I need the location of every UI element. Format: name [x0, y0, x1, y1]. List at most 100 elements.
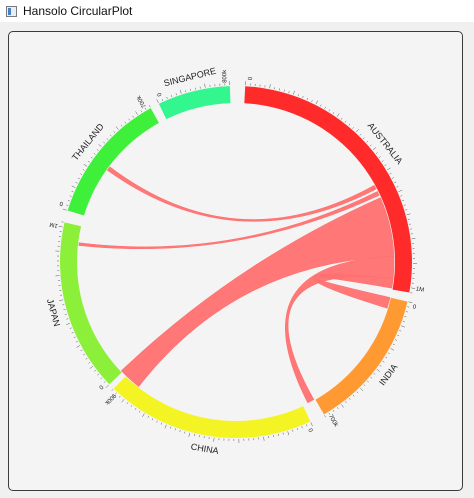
- tick-mark: [98, 144, 102, 148]
- segment-china[interactable]: CHINA 0 900k: [103, 376, 314, 456]
- tick-mark: [282, 432, 284, 435]
- segment-label-china: CHINA: [190, 442, 219, 456]
- segment-arc-thailand[interactable]: [67, 108, 159, 216]
- tick-mark: [407, 306, 410, 308]
- tick-mark: [340, 117, 343, 120]
- tick-mark: [82, 169, 85, 171]
- tick-mark: [166, 96, 168, 99]
- tick-mark: [301, 426, 303, 429]
- segment-arc-singapore[interactable]: [158, 86, 231, 120]
- tick-mark: [135, 111, 138, 115]
- tick-mark: [96, 149, 99, 151]
- tick-mark: [372, 147, 377, 151]
- tick-mark: [59, 299, 64, 301]
- tick-mark: [366, 140, 369, 143]
- tick-mark: [406, 213, 411, 216]
- tick-mark: [320, 104, 322, 107]
- tick-mark: [126, 402, 129, 405]
- tick-mark: [348, 397, 351, 400]
- tick-mark: [287, 431, 290, 436]
- tick-mark: [62, 208, 67, 211]
- tick-mark: [336, 113, 340, 117]
- tick-mark: [402, 320, 405, 322]
- tick-mark: [367, 380, 369, 383]
- tick-mark: [324, 415, 326, 418]
- tick-mark: [185, 90, 187, 93]
- tick-mark: [88, 362, 91, 364]
- tick-mark: [69, 327, 72, 329]
- tick-mark: [97, 373, 100, 376]
- tick-mark: [375, 152, 378, 154]
- tick-mark: [356, 391, 359, 394]
- tick-mark: [156, 420, 158, 423]
- tick-mark: [381, 160, 384, 162]
- tick-mark: [77, 177, 80, 180]
- tick-mark: [411, 287, 416, 289]
- tick-mark: [147, 415, 149, 418]
- tick-mark: [71, 332, 74, 334]
- tick-mark: [359, 133, 362, 136]
- tick-label-start: 0: [97, 383, 104, 390]
- tick-mark: [67, 200, 70, 202]
- tick-mark: [134, 407, 137, 410]
- tick-mark: [80, 349, 83, 352]
- tick-mark: [392, 343, 395, 346]
- tick-mark: [120, 124, 123, 127]
- tick-mark: [179, 89, 182, 94]
- tick-mark: [370, 376, 373, 379]
- tick-mark: [71, 185, 76, 188]
- tick-label-end: 1M: [415, 286, 424, 293]
- tick-mark: [75, 340, 78, 343]
- tick-label-start: 0: [59, 202, 65, 209]
- tick-mark: [324, 106, 326, 109]
- tick-mark: [124, 121, 127, 124]
- tick-mark: [263, 436, 265, 441]
- tick-mark: [111, 389, 114, 391]
- tick-mark: [63, 309, 66, 311]
- tick-label-end: 900k: [103, 392, 117, 406]
- tick-mark: [363, 384, 366, 387]
- connection-australia-india: [312, 273, 394, 309]
- tick-mark: [399, 330, 402, 332]
- segment-label-singapore: SINGAPORE: [163, 66, 217, 89]
- segment-arc-china[interactable]: [113, 376, 311, 438]
- tick-mark: [90, 156, 93, 159]
- tick-mark: [89, 366, 94, 369]
- circular-plot: AUSTRALIA01MINDIA0700kCHINA0900kJAPAN01M…: [45, 66, 425, 456]
- app-icon: [6, 5, 17, 17]
- tick-mark: [288, 91, 290, 94]
- tick-mark: [400, 195, 403, 197]
- tick-mark: [401, 325, 405, 328]
- tick-mark: [188, 432, 191, 437]
- connection-australia-singapore: [106, 166, 377, 222]
- segment-arc-india[interactable]: [315, 297, 408, 415]
- tick-mark: [160, 422, 163, 425]
- tick-mark: [179, 429, 181, 433]
- tick-mark: [302, 96, 304, 99]
- segment-arc-australia[interactable]: [244, 86, 412, 293]
- tick-mark: [336, 407, 339, 410]
- tick-mark: [103, 141, 105, 144]
- tick-label-end: 700k: [327, 414, 339, 429]
- segment-arc-japan[interactable]: [59, 222, 122, 385]
- tick-mark: [311, 100, 313, 103]
- tick-mark: [384, 164, 387, 166]
- tick-mark: [113, 131, 116, 134]
- tick-mark: [82, 353, 85, 356]
- tick-mark: [83, 163, 88, 167]
- tick-mark: [75, 182, 78, 184]
- window-content: AUSTRALIA 0 1M INDIA 0 700k CHINA 0 900k JAPAN 0 1M…: [0, 22, 474, 498]
- tick-mark: [184, 431, 186, 434]
- tick-mark: [315, 100, 318, 105]
- tick-mark: [121, 399, 125, 403]
- tick-mark: [80, 173, 83, 175]
- tick-mark: [164, 424, 167, 429]
- tick-mark: [71, 191, 74, 193]
- tick-mark: [171, 95, 173, 98]
- tick-mark: [85, 357, 88, 360]
- tick-mark: [411, 238, 416, 240]
- tick-mark: [296, 428, 299, 431]
